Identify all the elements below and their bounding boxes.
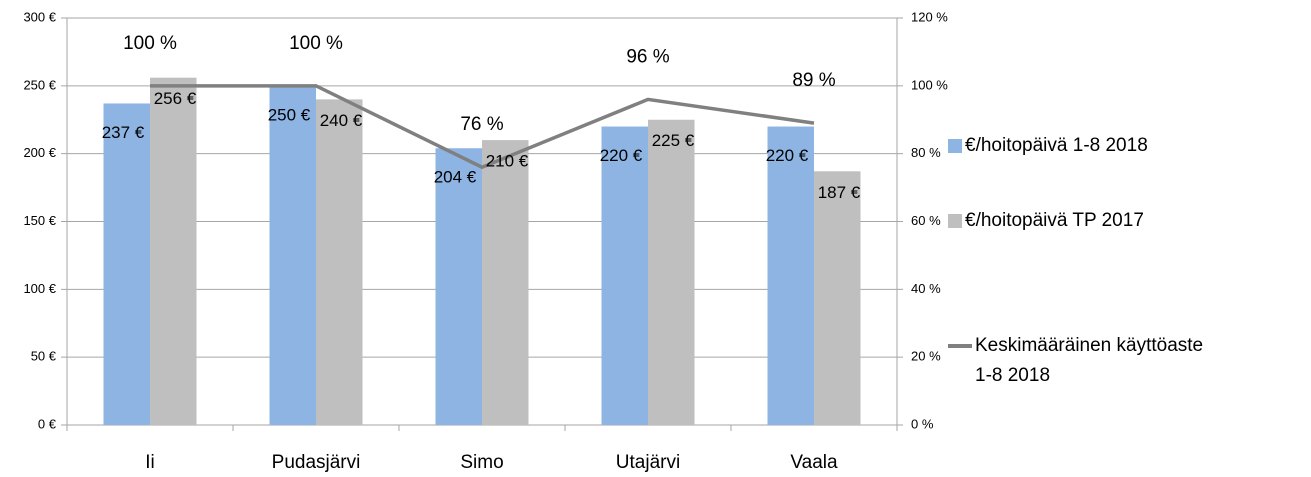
line-value-label: 100 % (123, 33, 177, 54)
legend-label: €/hoitopäivä TP 2017 (965, 210, 1144, 231)
bar-value-label: 240 € (320, 111, 363, 130)
bar (150, 77, 197, 426)
x-tick-label: Simo (460, 452, 503, 473)
bar (482, 140, 529, 425)
y-tick-label: 200 € (23, 145, 56, 160)
bar-value-label: 210 € (486, 152, 529, 171)
y-tick-label: 50 € (31, 349, 57, 364)
bar-value-label: 256 € (154, 89, 197, 108)
bar-value-label: 237 € (102, 123, 145, 142)
legend-label: Keskimääräinen käyttöaste 1-8 2018 (975, 335, 1204, 386)
bar (269, 85, 316, 425)
y2-tick-label: 80 % (911, 145, 941, 160)
bar-value-label: 187 € (818, 183, 861, 202)
legend-swatch (948, 214, 962, 228)
y-tick-label: 150 € (23, 213, 56, 228)
x-tick-label: Pudasjärvi (272, 452, 361, 473)
legend-item: €/hoitopäivä TP 2017 (948, 206, 1144, 236)
y2-tick-label: 120 % (911, 9, 948, 24)
bar-value-label: 220 € (766, 146, 809, 165)
bar-value-label: 204 € (434, 168, 477, 187)
legend-item: Keskimääräinen käyttöaste 1-8 2018 (948, 331, 1215, 391)
legend-swatch (948, 139, 962, 153)
x-tick-label: Ii (145, 452, 155, 473)
bar-value-label: 225 € (652, 131, 695, 150)
bar (648, 119, 695, 425)
y-tick-label: 250 € (23, 77, 56, 92)
y-tick-label: 0 € (38, 416, 57, 431)
y2-tick-label: 40 % (911, 281, 941, 296)
legend-label: €/hoitopäivä 1-8 2018 (965, 135, 1148, 156)
line-value-label: 100 % (289, 33, 343, 54)
bar (601, 126, 648, 426)
legend-item: €/hoitopäivä 1-8 2018 (948, 131, 1148, 161)
bar (814, 171, 861, 425)
y-tick-label: 100 € (23, 281, 56, 296)
bar-value-label: 220 € (600, 146, 643, 165)
bar-value-label: 250 € (268, 105, 311, 124)
bar (435, 148, 482, 426)
x-tick-label: Vaala (790, 452, 838, 473)
bar (767, 126, 814, 426)
y2-tick-label: 100 % (911, 77, 948, 92)
line (150, 84, 815, 170)
bar (316, 99, 363, 426)
y2-tick-label: 20 % (911, 349, 941, 364)
y2-tick-label: 60 % (911, 213, 941, 228)
line-value-label: 76 % (460, 114, 503, 135)
y-tick-label: 300 € (23, 9, 56, 24)
bar (103, 103, 150, 425)
y2-tick-label: 0 % (911, 416, 934, 431)
line-value-label: 96 % (626, 46, 669, 67)
legend-swatch (948, 344, 972, 348)
line-value-label: 89 % (792, 70, 835, 91)
x-tick-label: Utajärvi (616, 452, 680, 473)
